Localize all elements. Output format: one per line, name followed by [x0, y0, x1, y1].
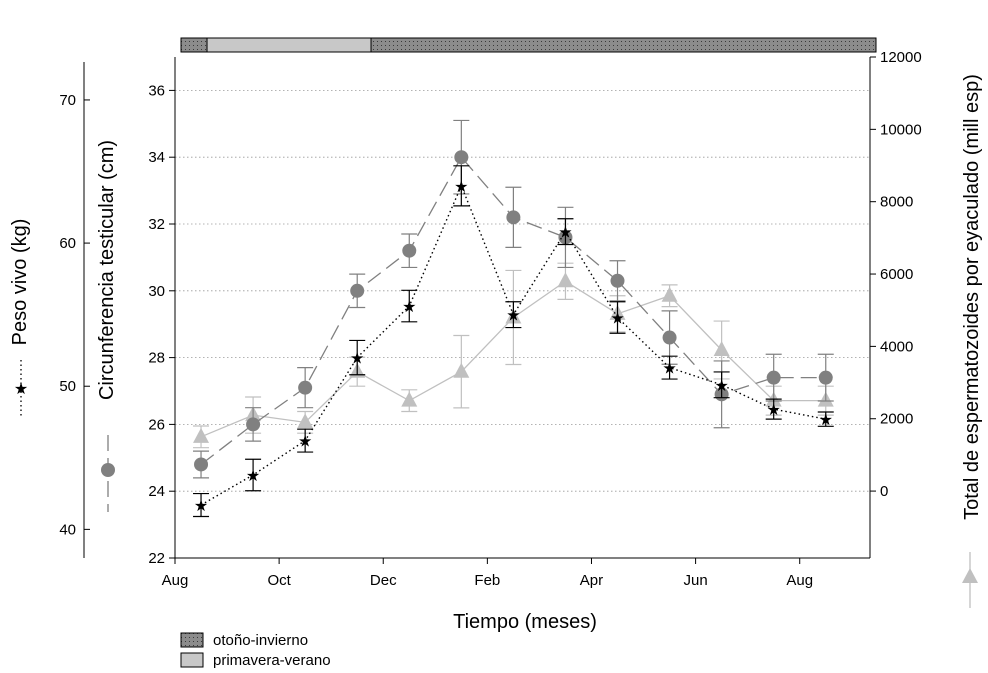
point-circ [194, 457, 208, 471]
y-circ-tick-label: 30 [148, 283, 165, 300]
x-tick-label: Oct [267, 572, 291, 589]
point-esp [297, 413, 313, 428]
season-segment-0 [181, 38, 207, 52]
point-peso: ★ [662, 361, 676, 378]
y-axis-peso-vivo: 40 50 60 70 [59, 62, 90, 558]
point-peso: ★ [194, 498, 208, 515]
y-circ-tick-label: 28 [148, 350, 165, 367]
point-peso: ★ [246, 468, 260, 485]
y-peso-tick-label: 50 [59, 378, 76, 395]
point-circ [298, 381, 312, 395]
x-axis: Aug Oct Dec Feb Apr Jun Aug [162, 558, 813, 589]
point-peso: ★ [402, 299, 416, 316]
y-esp-tick-label: 4000 [880, 338, 913, 355]
x-axis-label: Tiempo (meses) [453, 611, 597, 633]
y-circ-tick-label: 24 [148, 483, 165, 500]
y-esp-tick-label: 0 [880, 483, 888, 500]
y-peso-tick-label: 40 [59, 521, 76, 538]
point-peso: ★ [350, 351, 364, 368]
season-segment-2 [371, 38, 876, 52]
y-esp-tick-label: 12000 [880, 49, 922, 66]
point-circ [506, 210, 520, 224]
season-segment-1 [207, 38, 371, 52]
y-esp-tick-label: 6000 [880, 266, 913, 283]
y-peso-tick-label: 60 [59, 235, 76, 252]
point-peso: ★ [610, 311, 624, 328]
y-axis-label-espermatozoides: Total de espermatozoides por eyaculado (… [961, 74, 983, 520]
y-circ-tick-label: 34 [148, 149, 165, 166]
series-esp [193, 263, 834, 447]
point-esp [557, 272, 573, 287]
y-esp-tick-label: 2000 [880, 411, 913, 428]
legend: otoño-invierno primavera-verano [181, 632, 331, 669]
gridlines [175, 90, 870, 491]
point-circ [454, 150, 468, 164]
point-circ [246, 417, 260, 431]
point-peso: ★ [558, 225, 572, 242]
y-circ-tick-label: 26 [148, 416, 165, 433]
x-tick-label: Apr [580, 572, 603, 589]
plot-frame [175, 57, 870, 558]
circ-legend-symbol [101, 435, 115, 512]
y-axis-circunferencia: 22 24 26 28 30 32 34 36 [148, 82, 175, 567]
legend-swatch-primavera-verano [181, 653, 203, 667]
x-tick-label: Aug [786, 572, 813, 589]
legend-swatch-otono-invierno [181, 633, 203, 647]
point-esp [662, 287, 678, 302]
x-tick-label: Dec [370, 572, 397, 589]
point-circ [767, 371, 781, 385]
y-esp-tick-label: 10000 [880, 121, 922, 138]
point-esp [193, 428, 209, 443]
point-circ [350, 284, 364, 298]
point-esp [401, 392, 417, 407]
esp-triangle-marker [962, 568, 978, 583]
y-axis-espermatozoides: 0 2000 4000 6000 8000 10000 12000 [870, 49, 922, 500]
esp-legend-symbol [962, 552, 978, 608]
y-axis-label-circunferencia: Circunferencia testicular (cm) [96, 140, 118, 400]
x-tick-label: Feb [474, 572, 500, 589]
point-circ [402, 244, 416, 258]
y-peso-tick-label: 70 [59, 92, 76, 109]
legend-label-primavera-verano: primavera-verano [213, 652, 331, 669]
legend-label-otono-invierno: otoño-invierno [213, 632, 308, 649]
y-axis-label-peso: Peso vivo (kg) [9, 219, 31, 346]
y-circ-tick-label: 36 [148, 82, 165, 99]
series-layer: ★ ★ ★ ★ ★ ★ ★ ★ ★ ★ ★ ★ ★ [193, 120, 834, 516]
y-circ-tick-label: 32 [148, 216, 165, 233]
peso-star-marker: ★ [14, 381, 28, 398]
x-tick-label: Aug [162, 572, 189, 589]
point-peso: ★ [506, 308, 520, 325]
point-circ [663, 331, 677, 345]
peso-legend-symbol: ★ [14, 360, 28, 418]
point-circ [611, 274, 625, 288]
point-peso: ★ [767, 402, 781, 419]
point-peso: ★ [454, 179, 468, 196]
x-tick-label: Jun [684, 572, 708, 589]
point-peso: ★ [819, 412, 833, 429]
point-peso: ★ [714, 378, 728, 395]
season-bar [181, 38, 876, 52]
point-peso: ★ [298, 434, 312, 451]
circ-circle-marker [101, 463, 115, 477]
point-circ [819, 371, 833, 385]
y-esp-tick-label: 8000 [880, 194, 913, 211]
y-circ-tick-label: 22 [148, 550, 165, 567]
